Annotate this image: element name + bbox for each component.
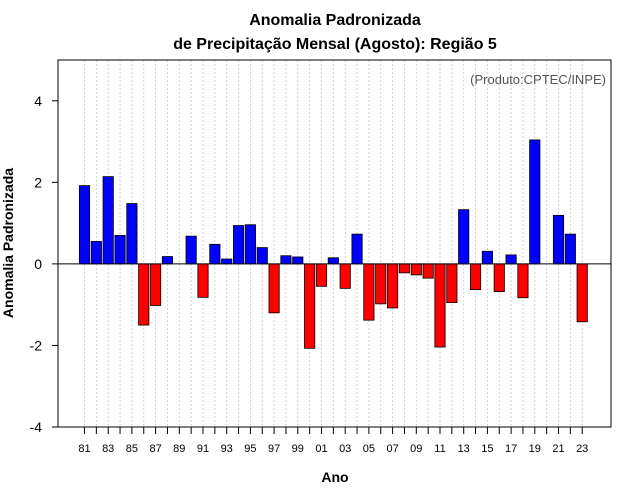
- y-axis-title: Anomalia Padronizada: [0, 168, 16, 318]
- bar-87: [150, 263, 162, 306]
- x-tick-label: 03: [339, 443, 351, 455]
- bar-02: [327, 257, 339, 265]
- bar-03: [339, 263, 351, 289]
- x-tick-label: 09: [410, 443, 422, 455]
- bar-10: [422, 263, 434, 279]
- bar-97: [268, 263, 280, 314]
- x-axis-title: Ano: [321, 469, 348, 485]
- x-tick-label: 01: [315, 443, 327, 455]
- bar-90: [185, 235, 197, 265]
- bar-05: [363, 263, 375, 321]
- y-tick-label: 2: [34, 174, 42, 190]
- bar-21: [552, 214, 565, 265]
- bar-83: [102, 176, 114, 265]
- bars: [78, 139, 588, 349]
- plot-frame: [57, 59, 612, 428]
- bar-82: [90, 241, 102, 265]
- y-tick-label: -2: [30, 337, 43, 353]
- bar-11: [434, 263, 446, 348]
- y-tick-label: 4: [34, 93, 42, 109]
- chart-title-line2: de Precipitação Mensal (Agosto): Região …: [173, 36, 497, 53]
- x-tick-label: 97: [268, 443, 280, 455]
- bar-13: [458, 209, 470, 265]
- x-tick-label: 07: [386, 443, 398, 455]
- bar-01: [315, 263, 328, 287]
- x-tick-label: 85: [126, 443, 138, 455]
- bar-16: [493, 263, 505, 293]
- bar-22: [564, 233, 576, 265]
- y-axis: -4 -2 0 2 4: [30, 93, 58, 435]
- bar-88: [161, 256, 174, 265]
- bar-98: [280, 255, 292, 265]
- x-tick-label: 91: [197, 443, 209, 455]
- y-tick-label: -4: [30, 419, 43, 435]
- bar-85: [126, 203, 138, 265]
- y-tick-label: 0: [34, 256, 42, 272]
- bar-08: [398, 263, 410, 274]
- bar-07: [387, 263, 399, 309]
- x-tick-label: 87: [149, 443, 161, 455]
- bar-92: [209, 243, 221, 265]
- x-tick-label: 15: [481, 443, 493, 455]
- grid-lines: [84, 60, 583, 427]
- x-tick-label: 95: [244, 443, 256, 455]
- x-tick-label: 89: [173, 443, 185, 455]
- x-tick-label: 81: [78, 443, 90, 455]
- chart-title-line1: Anomalia Padronizada: [249, 12, 421, 29]
- bar-04: [351, 233, 363, 265]
- bar-81: [78, 185, 91, 265]
- bar-93: [221, 258, 233, 265]
- bar-99: [292, 256, 304, 265]
- bar-18: [517, 263, 529, 299]
- bar-84: [114, 234, 126, 265]
- x-tick-label: 99: [292, 443, 304, 455]
- bar-09: [410, 263, 422, 276]
- x-tick-label: 93: [221, 443, 233, 455]
- x-tick-label: 21: [552, 443, 564, 455]
- bar-14: [469, 263, 482, 290]
- x-tick-label: 05: [363, 443, 375, 455]
- bar-19: [529, 139, 541, 265]
- bar-15: [481, 250, 493, 265]
- bar-12: [446, 263, 458, 304]
- x-tick-label: 11: [434, 443, 445, 455]
- bar-91: [197, 263, 209, 298]
- bar-06: [375, 263, 387, 305]
- bar-00: [304, 263, 316, 349]
- source-annotation: (Produto:CPTEC/INPE): [470, 72, 606, 87]
- bar-94: [232, 225, 245, 265]
- x-tick-label: 19: [529, 443, 541, 455]
- x-tick-label: 83: [102, 443, 114, 455]
- bar-23: [576, 263, 588, 323]
- bar-86: [138, 263, 150, 326]
- bar-95: [244, 224, 256, 265]
- x-tick-label: 17: [505, 443, 517, 455]
- x-axis: 81 83 85 87 89 91 93 95 97 99 01 03 05 07 09 11 13 15 17 19…: [78, 427, 588, 455]
- bar-96: [256, 247, 268, 265]
- x-tick-label: 23: [576, 443, 588, 455]
- x-tick-label: 13: [458, 443, 470, 455]
- bar-17: [505, 254, 517, 265]
